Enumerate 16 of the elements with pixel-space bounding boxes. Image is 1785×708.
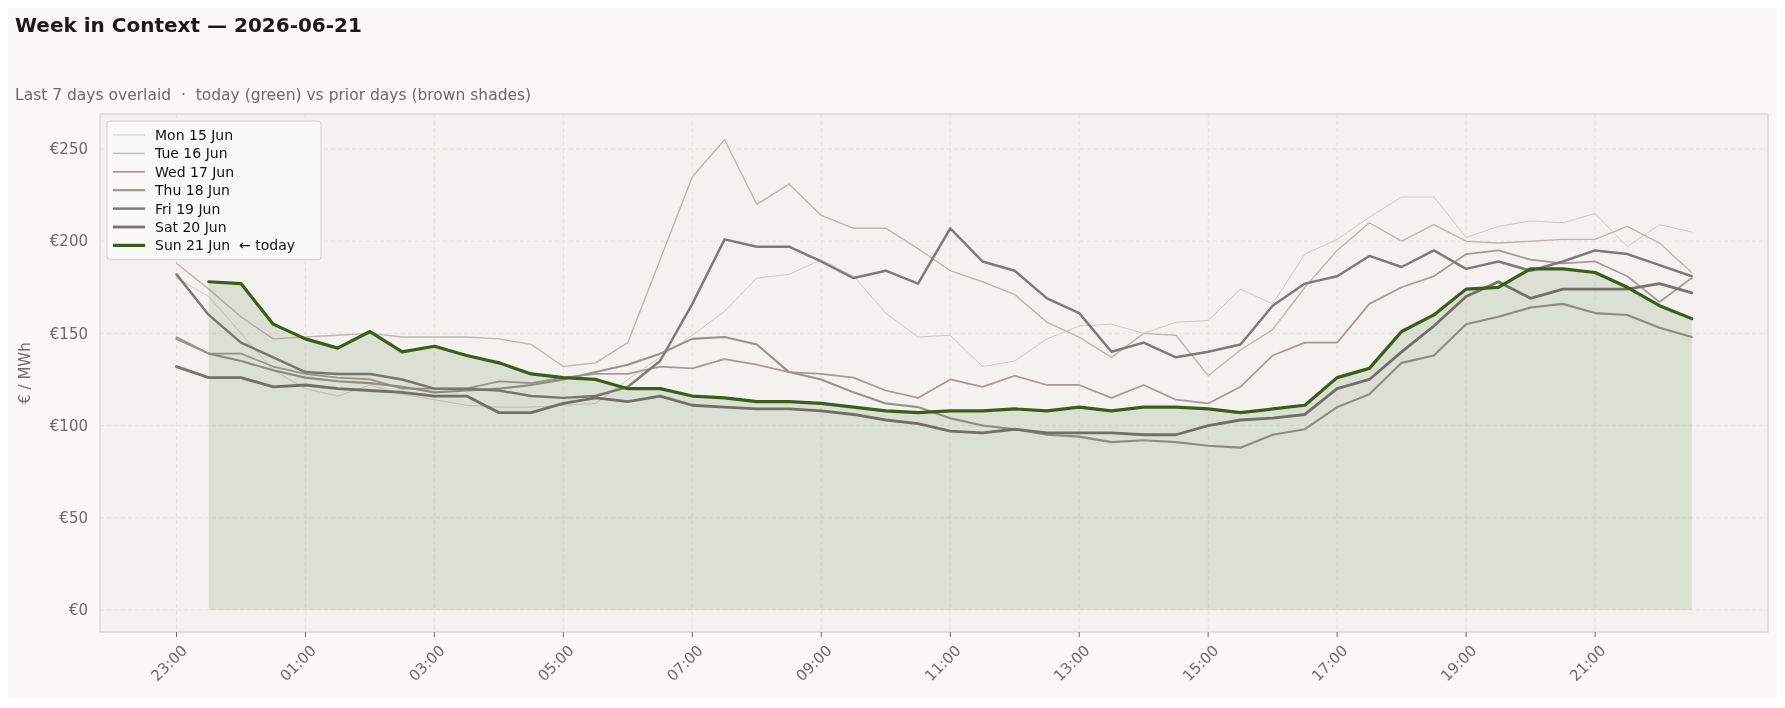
y-tick-label: €150 xyxy=(49,324,88,343)
y-tick-label: €100 xyxy=(49,416,88,435)
y-tick-label: €50 xyxy=(59,508,88,527)
legend-label: Fri 19 Jun xyxy=(155,200,221,217)
legend-label: Tue 16 Jun xyxy=(154,145,228,162)
legend-label: Thu 18 Jun xyxy=(154,182,230,199)
chart-title: Week in Context — 2026-06-21 xyxy=(15,13,362,37)
legend-label: Sat 20 Jun xyxy=(155,218,227,235)
y-tick-label: €0 xyxy=(68,601,88,620)
y-axis-title: € / MWh xyxy=(16,342,34,404)
legend-label: Wed 17 Jun xyxy=(155,163,235,180)
legend-label: Mon 15 Jun xyxy=(155,126,234,143)
y-tick-label: €250 xyxy=(49,140,88,159)
chart-subtitle: Last 7 days overlaid · today (green) vs prior days (brown shades) xyxy=(15,86,532,104)
legend-label: Sun 21 Jun ← today xyxy=(155,237,296,254)
y-tick-label: €200 xyxy=(49,232,88,251)
